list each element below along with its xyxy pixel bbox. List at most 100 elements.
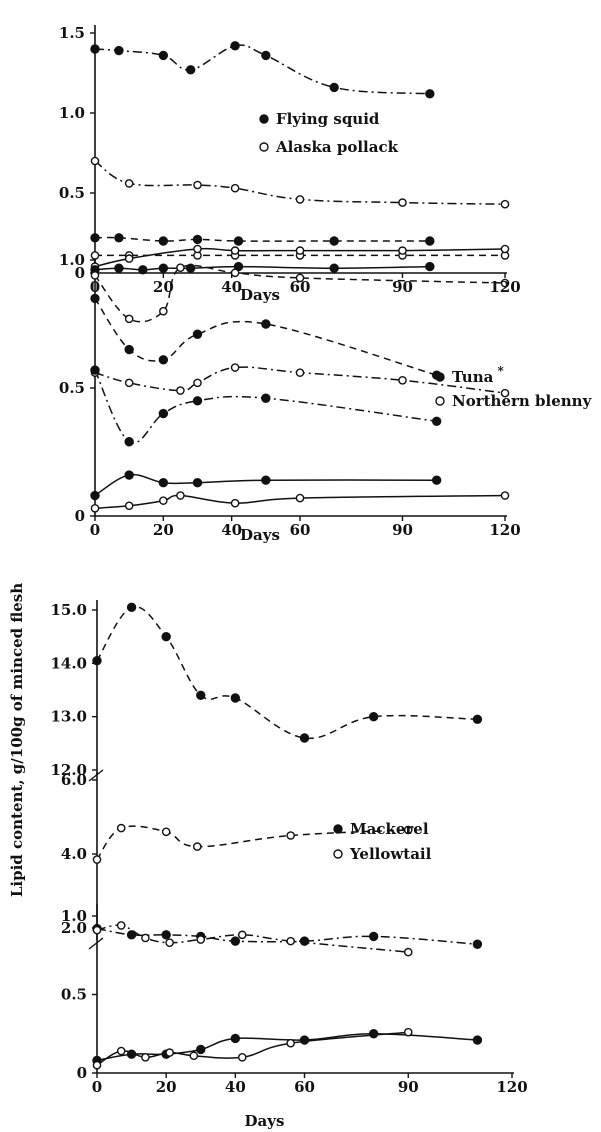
panel-b-x-tick-label: 60 (290, 521, 311, 539)
panel-b-data-point (158, 408, 169, 419)
legend-label: Flying squid (276, 110, 380, 128)
panel-a-data-point (230, 41, 240, 51)
panel-a-y-tick-label: 1.5 (59, 24, 85, 42)
panel-b-data-point (90, 490, 100, 501)
panel-b-series-line (94, 369, 437, 444)
panel-a-x-tick-label: 40 (221, 278, 242, 296)
panel-b-data-point (431, 475, 442, 485)
panel-c-data-point (286, 936, 295, 946)
panel-a-y-tick-label: 1.0 (59, 104, 85, 122)
panel-b-series-line (94, 297, 437, 376)
legend-label: Mackerel (350, 820, 429, 838)
panel-c-data-point (472, 714, 483, 725)
panel-c-y-tick-label: 2.0 (61, 919, 87, 937)
panel-b-data-point (261, 319, 271, 329)
panel-c-y-tick-label: 15.0 (50, 601, 87, 619)
panel-c-data-point (92, 655, 102, 666)
panel-a-data-point (230, 183, 240, 193)
panel-b-data-point (90, 271, 100, 280)
panel-c-data-point (230, 693, 241, 703)
legend-marker (435, 396, 445, 406)
panel-b-data-point (90, 365, 100, 375)
panel-b-data-point (192, 329, 203, 339)
panel-c-data-point (230, 936, 241, 946)
panel-b-data-point (500, 278, 510, 288)
panel-c-y-tick-label: 6.0 (61, 771, 87, 789)
panel-c-data-point (368, 931, 379, 942)
panel-c-data-point (403, 825, 413, 835)
panel-b-x-tick-label: 20 (153, 521, 174, 539)
legend-label: Alaska pollack (275, 138, 399, 156)
panel-b-data-point (90, 293, 100, 304)
panel-b-x-tick-label: 0 (90, 521, 100, 539)
panel-a-data-point (185, 65, 196, 75)
panel-c-x-tick-label: 40 (225, 1078, 246, 1096)
panel-c-axis-break-mark (88, 769, 104, 782)
panel-c-y-tick-label: 0 (77, 1064, 87, 1082)
panel-b-y-tick-label: 0.5 (59, 379, 85, 397)
panel-c-axis-break-mark (88, 937, 104, 950)
panel-b-data-point (398, 376, 407, 385)
panel-a-x-axis-title: Days (240, 286, 280, 304)
panel-c-data-point (286, 1038, 295, 1048)
panel-a-data-point (114, 233, 124, 243)
panel-b-x-axis-title: Days (240, 526, 280, 544)
panel-b-x-tick-label: 90 (392, 521, 413, 539)
panel-c-data-point (299, 733, 310, 743)
panel-c-x-tick-label: 20 (156, 1078, 177, 1096)
panel-c-data-point (286, 831, 295, 840)
panel-b-data-point (192, 478, 203, 488)
panel-c-data-point (299, 936, 310, 946)
panel-a-data-point (329, 263, 339, 273)
panel-c-data-point (141, 1053, 150, 1062)
panel-b-data-point (193, 378, 202, 388)
panel-a-data-point (158, 263, 169, 273)
panel-c-data-point (126, 602, 137, 613)
panel-b-data-point (295, 368, 305, 377)
panel-c-data-point (165, 938, 174, 947)
panel-c-data-point (230, 1033, 241, 1044)
panel-c-data-point (92, 855, 102, 864)
panel-a-y-tick-label: 0.5 (59, 184, 85, 202)
panel-b-y-tick-label: 1.0 (59, 251, 85, 269)
panel-c-series-line (96, 924, 409, 953)
panel-a-data-point (192, 234, 203, 245)
panel-b-data-point (230, 498, 240, 508)
panel-b-data-point (500, 491, 510, 500)
panel-a-data-point (425, 236, 435, 246)
legend-label: Northern blenny (452, 392, 593, 410)
panel-a-data-point (398, 198, 407, 207)
panel-c-y-tick-label: 14.0 (50, 654, 87, 672)
panel-b-data-point (158, 355, 169, 365)
panel-c-y-tick-label: 12.0 (50, 761, 87, 779)
series-points (90, 41, 510, 1070)
panel-c-data-point (196, 935, 206, 944)
panel-b-data-point (124, 437, 134, 447)
panel-c-data-point (126, 930, 137, 940)
legend-marker (333, 824, 343, 834)
panel-c-y-tick-label: 4.0 (61, 845, 87, 863)
panel-a-data-point (425, 261, 435, 272)
chart-text: 0 20 40 60 90 120 Days 0 0.5 1.0 1.5 0 20 40 60 90 120 Da… (50, 24, 527, 1130)
panel-b-data-point (500, 388, 510, 398)
legend-marker (435, 372, 445, 382)
panel-b-data-point (159, 496, 168, 505)
panel-b-data-point (176, 263, 185, 272)
panel-c-data-point (189, 1051, 199, 1061)
panel-c-data-point (196, 690, 206, 701)
panel-a-data-point (114, 45, 124, 56)
panel-b-data-point (261, 475, 271, 485)
panel-c-data-point (92, 925, 102, 935)
panel-b-data-point (90, 504, 100, 513)
panel-a-data-point (185, 263, 196, 273)
panel-c-data-point (403, 947, 413, 957)
panel-a-y-tick-label: 0 (75, 264, 85, 282)
panel-b-data-point (176, 386, 185, 395)
legend-note: * (493, 364, 504, 378)
panel-b-data-point (159, 306, 168, 316)
panel-c-data-point (472, 939, 483, 949)
panel-c-series-line (96, 605, 478, 740)
panel-b-data-point (176, 491, 185, 500)
panel-a-data-point (90, 44, 100, 54)
